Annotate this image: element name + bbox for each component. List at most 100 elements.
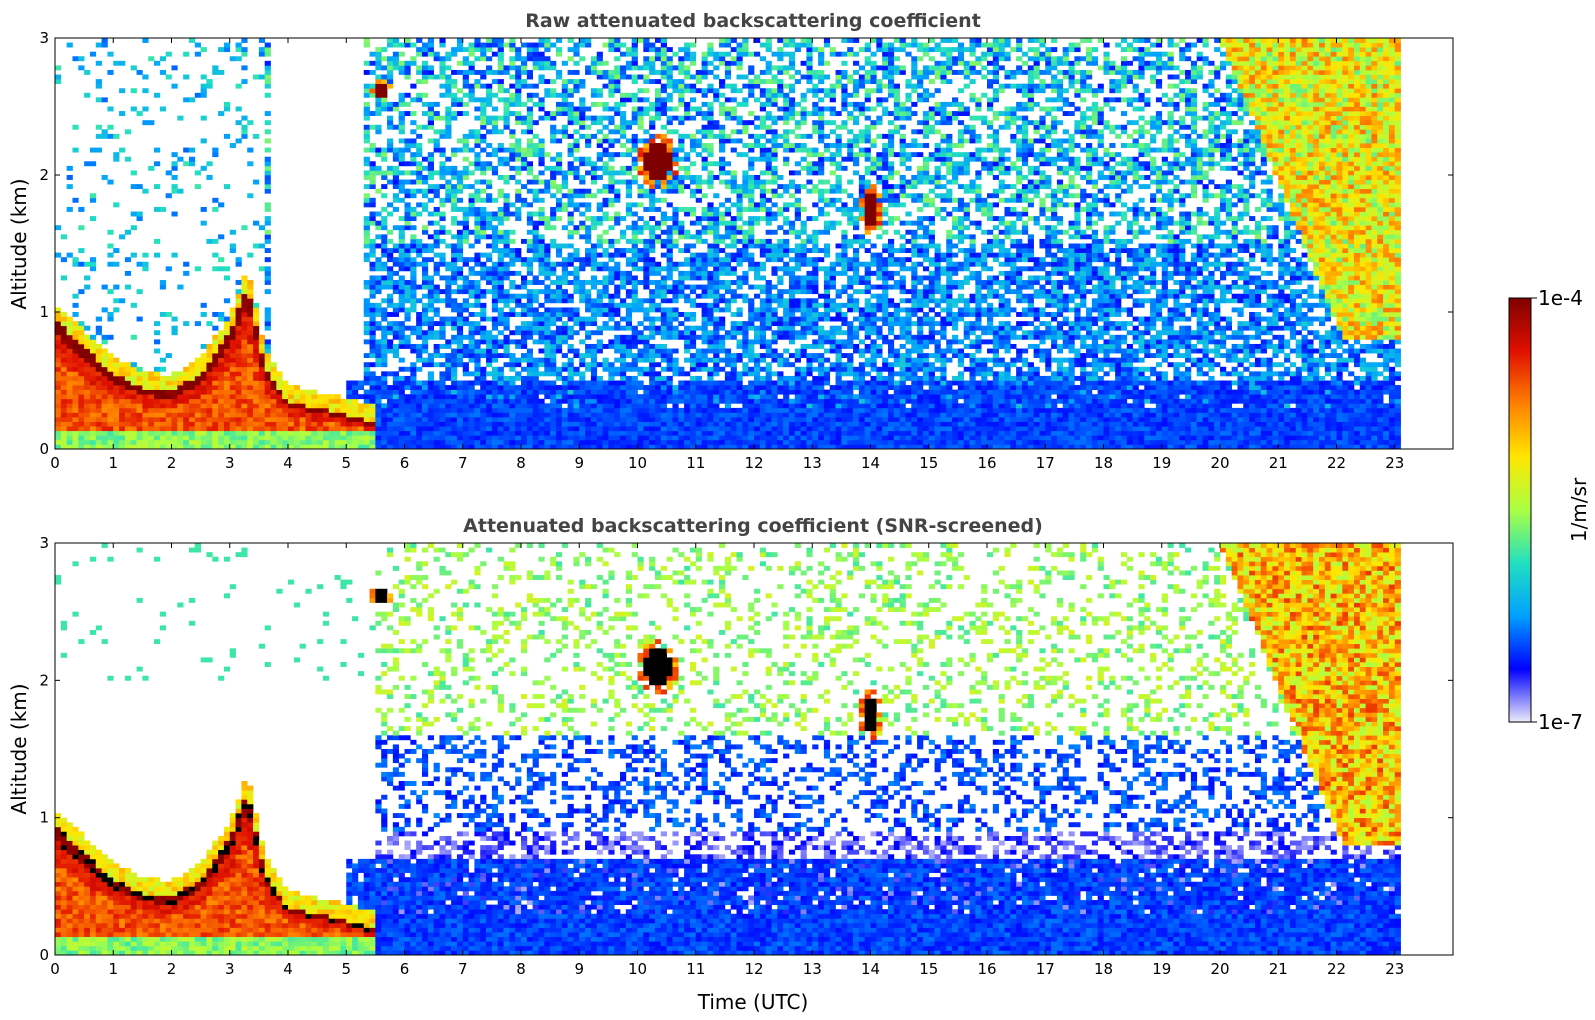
heatmap-cell: [678, 97, 684, 102]
heatmap-cell: [480, 335, 486, 340]
heatmap-cell: [67, 253, 73, 258]
heatmap-cell: [527, 312, 533, 317]
heatmap-cell: [492, 239, 498, 244]
heatmap-cell: [527, 307, 533, 312]
heatmap-cell: [405, 289, 411, 294]
heatmap-cell: [107, 394, 113, 399]
heatmap-cell: [463, 403, 469, 408]
heatmap-cell: [667, 266, 673, 271]
heatmap-cell: [562, 326, 568, 331]
heatmap-cell: [410, 285, 416, 290]
heatmap-cell: [474, 394, 480, 399]
heatmap-cell: [550, 358, 556, 363]
heatmap-cell: [265, 266, 271, 271]
heatmap-cell: [562, 335, 568, 340]
heatmap-cell: [381, 385, 387, 390]
heatmap-cell: [643, 339, 649, 344]
heatmap-cell: [381, 376, 387, 381]
heatmap-cell: [206, 175, 212, 180]
heatmap-cell: [224, 390, 230, 395]
heatmap-cell: [562, 180, 568, 185]
heatmap-cell: [463, 138, 469, 143]
heatmap-cell: [364, 88, 370, 93]
heatmap-cell: [247, 394, 253, 399]
heatmap-cell: [78, 248, 84, 253]
heatmap-cell: [405, 111, 411, 116]
heatmap-cell: [492, 38, 498, 43]
heatmap-cell: [608, 143, 614, 148]
heatmap-cell: [154, 161, 160, 166]
heatmap-cell: [614, 403, 620, 408]
heatmap-cell: [585, 344, 591, 349]
heatmap-cell: [230, 367, 236, 372]
heatmap-cell: [515, 138, 521, 143]
heatmap-cell: [504, 344, 510, 349]
heatmap-cell: [189, 426, 195, 431]
heatmap-cell: [504, 417, 510, 422]
heatmap-cell: [661, 47, 667, 52]
heatmap-cell: [276, 440, 282, 445]
heatmap-cell: [538, 170, 544, 175]
heatmap-cell: [282, 399, 288, 404]
heatmap-cell: [667, 271, 673, 276]
heatmap-cell: [102, 335, 108, 340]
heatmap-cell: [393, 399, 399, 404]
heatmap-cell: [451, 303, 457, 308]
heatmap-cell: [67, 330, 73, 335]
heatmap-cell: [544, 253, 550, 258]
heatmap-cell: [445, 93, 451, 98]
heatmap-cell: [533, 148, 539, 153]
heatmap-cell: [504, 120, 510, 125]
heatmap-cell: [445, 431, 451, 436]
heatmap-cell: [638, 38, 644, 43]
heatmap-cell: [119, 367, 125, 372]
heatmap-cell: [533, 403, 539, 408]
heatmap-cell: [276, 376, 282, 381]
heatmap-cell: [142, 431, 148, 436]
heatmap-cell: [649, 161, 655, 166]
heatmap-cell: [579, 180, 585, 185]
heatmap-cell: [428, 198, 434, 203]
heatmap-cell: [241, 426, 247, 431]
heatmap-cell: [300, 403, 306, 408]
heatmap-cell: [195, 170, 201, 175]
heatmap-cell: [527, 349, 533, 354]
heatmap-cell: [655, 262, 661, 267]
heatmap-cell: [591, 298, 597, 303]
heatmap-cell: [626, 262, 632, 267]
heatmap-cell: [434, 170, 440, 175]
heatmap-cell: [521, 326, 527, 331]
heatmap-cell: [696, 358, 702, 363]
heatmap-cell: [533, 47, 539, 52]
heatmap-cell: [253, 353, 259, 358]
heatmap-cell: [579, 399, 585, 404]
heatmap-cell: [259, 381, 265, 386]
heatmap-cell: [632, 166, 638, 171]
heatmap-cell: [428, 440, 434, 445]
heatmap-cell: [107, 408, 113, 413]
heatmap-cell: [579, 317, 585, 322]
heatmap-cell: [492, 371, 498, 376]
heatmap-cell: [445, 339, 451, 344]
heatmap-cell: [655, 266, 661, 271]
heatmap-cell: [457, 47, 463, 52]
heatmap-cell: [364, 70, 370, 75]
heatmap-cell: [556, 102, 562, 107]
heatmap-cell: [107, 125, 113, 130]
heatmap-cell: [661, 367, 667, 372]
heatmap-cell: [486, 70, 492, 75]
heatmap-cell: [230, 358, 236, 363]
heatmap-cell: [498, 56, 504, 61]
heatmap-cell: [614, 43, 620, 48]
heatmap-cell: [626, 257, 632, 262]
heatmap-cell: [125, 129, 131, 134]
heatmap-cell: [370, 198, 376, 203]
heatmap-cell: [684, 134, 690, 139]
heatmap-cell: [544, 417, 550, 422]
heatmap-cell: [61, 321, 67, 326]
heatmap-cell: [492, 234, 498, 239]
heatmap-cell: [457, 412, 463, 417]
heatmap-cell: [230, 426, 236, 431]
heatmap-cell: [474, 152, 480, 157]
heatmap-cell: [562, 266, 568, 271]
